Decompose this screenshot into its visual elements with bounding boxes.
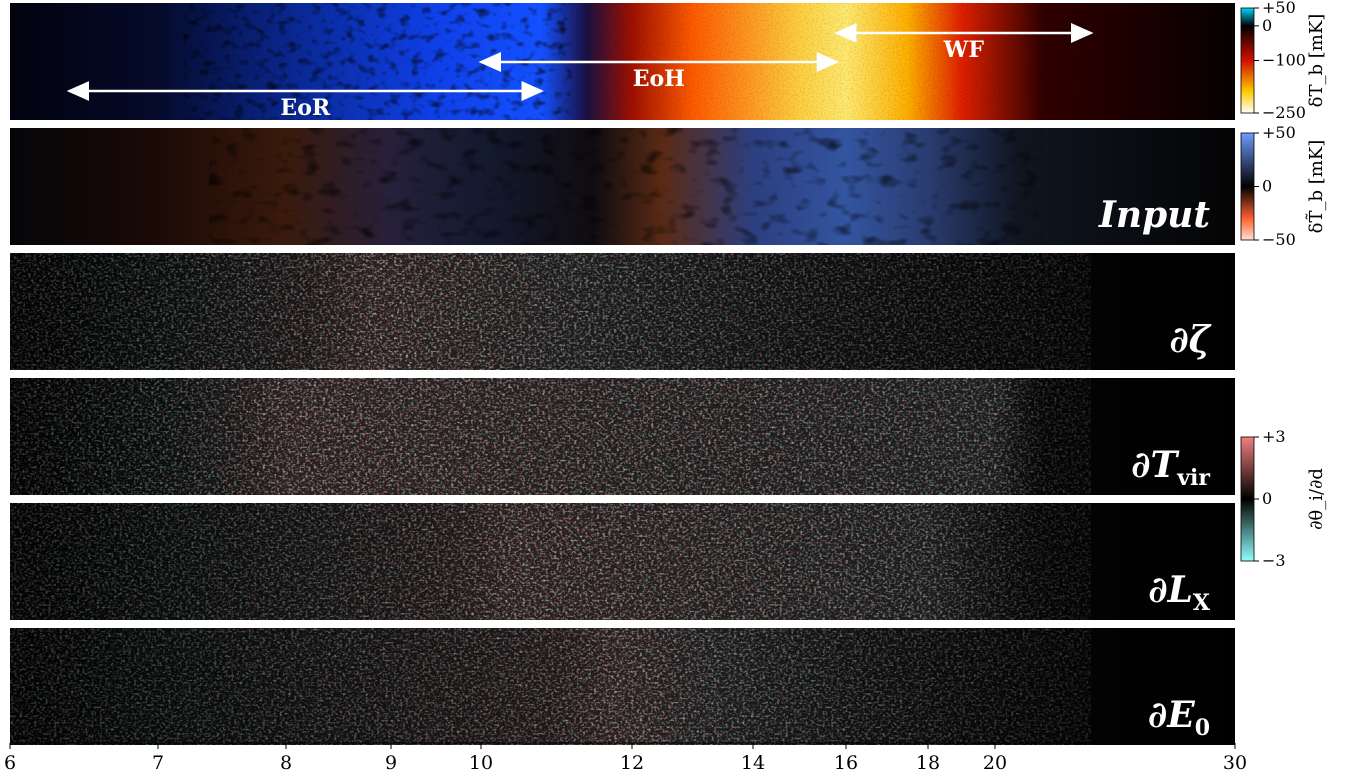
panel-6: ∂E0: [10, 628, 1235, 745]
phase-wf: WF: [834, 23, 1094, 63]
panel-label: ∂Tvir: [1131, 444, 1210, 491]
colorbar-tick-label: +3: [1262, 427, 1286, 446]
panel-label: Input: [1098, 194, 1210, 236]
colorbar-tick-label: −3: [1262, 551, 1286, 570]
x-tick-label: 6: [4, 752, 16, 774]
input-structure: [209, 128, 1043, 245]
colorbar-cbar2: +50 0 −50 δT̃_b [mK]: [1240, 123, 1327, 249]
x-tick-label: 20: [983, 752, 1007, 774]
colorbar-tick-label: 0: [1262, 177, 1272, 196]
panel-label: ∂LX: [1148, 569, 1211, 616]
panels: Input ∂ζ ∂Tvir ∂LX ∂E0: [10, 3, 1235, 745]
colorbar-tick-label: 0: [1262, 16, 1272, 35]
x-tick-label: 30: [1223, 752, 1247, 774]
phase-label: EoH: [633, 66, 685, 92]
x-tick-label: 18: [916, 752, 940, 774]
panel-4: ∂Tvir: [10, 378, 1235, 495]
x-tick-label: 12: [620, 752, 644, 774]
x-tick-label: 8: [280, 752, 292, 774]
x-tick-label: 14: [741, 752, 765, 774]
panel-vignette: [10, 378, 1235, 495]
phase-label: WF: [943, 37, 985, 63]
phase-eor: EoR: [66, 81, 544, 121]
colorbar-title: δT_b [mK]: [1306, 14, 1327, 108]
panel-vignette: [10, 628, 1235, 745]
x-axis: 6 7 8 9 10 12 14 16 18 20 30: [4, 742, 1247, 774]
panel-label: ∂E0: [1148, 694, 1210, 741]
overlays: EoR EoH WF: [66, 23, 1094, 121]
x-tick-label: 9: [385, 752, 397, 774]
panel-3: ∂ζ: [10, 253, 1235, 370]
colorbar-gradient: [1240, 7, 1255, 114]
x-tick-label: 7: [152, 752, 164, 774]
colorbar-title: δT̃_b [mK]: [1305, 140, 1327, 234]
colorbar-tick-label: −100: [1262, 51, 1306, 70]
colorbar-tick-label: −50: [1262, 230, 1296, 249]
colorbar-tick-label: −250: [1262, 103, 1306, 122]
colorbar-gradient: [1240, 132, 1255, 241]
panel-5: ∂LX: [10, 503, 1235, 620]
colorbar-tick-label: +50: [1262, 123, 1296, 142]
colorbar-tick-label: +50: [1262, 0, 1296, 17]
panel-vignette: [10, 253, 1235, 370]
colorbar-tick-label: 0: [1262, 489, 1272, 508]
colorbar-gradient: [1240, 436, 1255, 562]
panel-vignette: [10, 503, 1235, 620]
colorbar-title: ∂θ_i/∂d: [1306, 468, 1327, 530]
colorbar-cbar3: +3 0 −3 ∂θ_i/∂d: [1240, 427, 1327, 570]
phase-eoh: EoH: [478, 52, 840, 92]
x-tick-label: 16: [834, 752, 858, 774]
panel-label: ∂ζ: [1169, 319, 1211, 361]
panel-2: Input: [10, 128, 1235, 245]
phase-label: EoR: [280, 95, 330, 121]
x-tick-label: 10: [469, 752, 493, 774]
